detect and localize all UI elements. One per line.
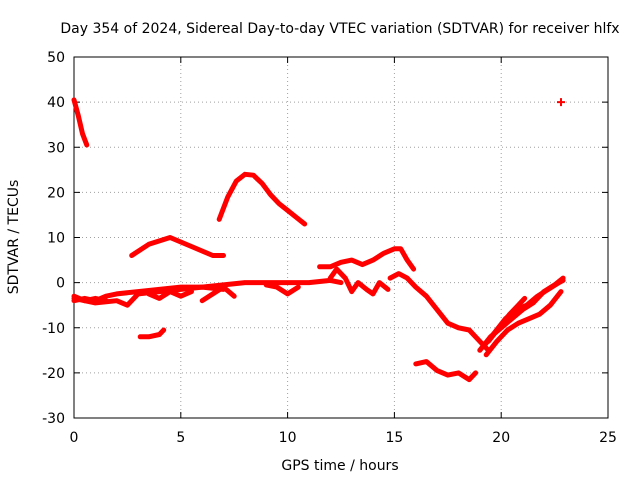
series-arc-12-15-hump xyxy=(317,246,417,272)
x-tick-label: 15 xyxy=(385,430,403,446)
series-arc-19-23-rise-c xyxy=(483,289,564,358)
series-arc-9-10-dips xyxy=(263,282,301,297)
series-arc-19-23-rise-b xyxy=(481,277,566,349)
y-tick-label: -10 xyxy=(42,321,65,337)
y-tick-labels: -30 -20 -10 0 10 20 30 40 50 xyxy=(42,50,65,427)
y-tick-label: 0 xyxy=(56,276,65,292)
data-series xyxy=(71,97,566,383)
series-arc-big-hump xyxy=(216,171,308,227)
y-tick-label: -30 xyxy=(42,411,65,427)
series-arc-19-21-rise-d xyxy=(485,295,528,344)
series-arc-early-drop xyxy=(71,97,90,148)
y-tick-label: 50 xyxy=(47,50,65,66)
series-arc-16-19-low xyxy=(413,359,479,383)
series-arc-small-low xyxy=(137,327,167,340)
x-tick-labels: 0 5 10 15 20 25 xyxy=(70,430,617,446)
series-arc-12-14-wiggle xyxy=(327,266,391,297)
y-axis-label: SDTVAR / TECUs xyxy=(6,180,22,295)
y-tick-label: 30 xyxy=(47,140,65,156)
series-arc-mid-scatter-b xyxy=(199,284,237,304)
series-arc-15-20-descent xyxy=(387,271,491,353)
y-tick-label: 20 xyxy=(47,185,65,201)
x-tick-label: 5 xyxy=(176,430,185,446)
y-tick-label: 40 xyxy=(47,95,65,111)
series-arc-left-dip-a xyxy=(71,293,109,304)
x-tick-label: 10 xyxy=(279,430,297,446)
chart-title: Day 354 of 2024, Sidereal Day-to-day VTE… xyxy=(60,21,619,37)
y-tick-label: 10 xyxy=(47,231,65,247)
x-tick-label: 0 xyxy=(70,430,79,446)
x-axis-label: GPS time / hours xyxy=(281,458,398,474)
x-tick-label: 25 xyxy=(599,430,617,446)
x-tick-label: 20 xyxy=(492,430,510,446)
isolated-point xyxy=(557,98,566,107)
series-arc-mid-bump xyxy=(129,235,226,258)
y-tick-label: -20 xyxy=(42,366,65,382)
axis-ticks xyxy=(73,56,609,419)
series-arc-mid-scatter-a xyxy=(146,289,194,301)
grid-lines xyxy=(74,57,608,418)
